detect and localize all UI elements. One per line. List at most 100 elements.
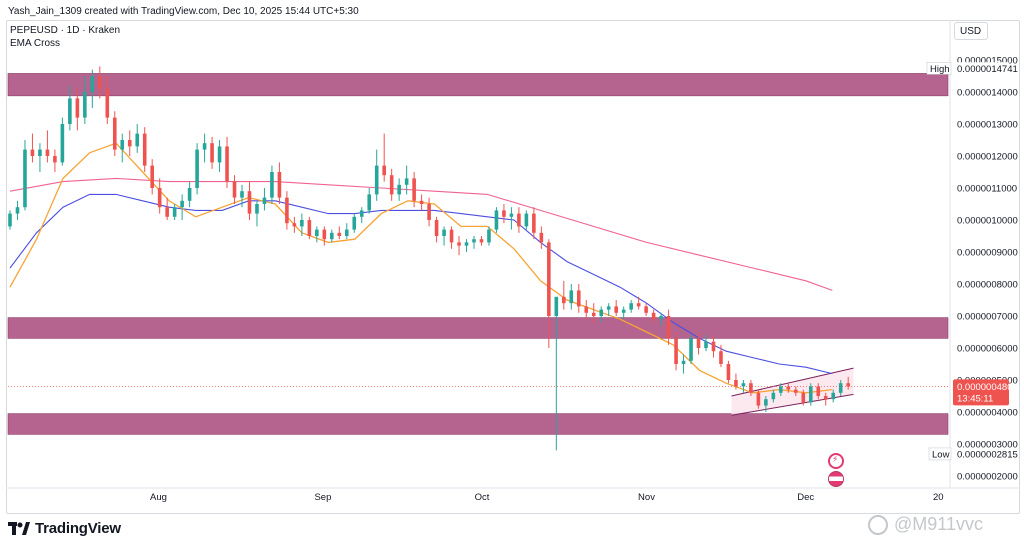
candle-body (90, 76, 95, 92)
candle-body (726, 364, 731, 380)
candle-body (831, 392, 836, 400)
candle-body (195, 149, 199, 188)
low-label: Low (932, 449, 950, 460)
candle-body (307, 220, 312, 236)
candle-body (524, 213, 529, 227)
candle-body (659, 316, 663, 320)
candle-body (172, 207, 177, 217)
candle-body (45, 149, 50, 156)
y-tick-label: 0.0000008000 (957, 280, 1018, 291)
candle-body (382, 165, 386, 176)
candle-body (285, 197, 289, 224)
indicator-name[interactable]: EMA Cross (10, 38, 61, 49)
candle-body (629, 303, 633, 310)
candle-body (487, 229, 491, 243)
candle-body (771, 392, 776, 400)
candle-body (554, 296, 559, 316)
candle-body (397, 184, 401, 195)
candle-body (165, 207, 169, 217)
x-tick-label: Dec (797, 492, 814, 503)
high-value: 0.0000014741 (957, 64, 1018, 75)
candle-body (547, 242, 551, 316)
candle-body (562, 296, 566, 304)
y-tick-label: 0.0000003000 (957, 440, 1018, 451)
currency-selector[interactable]: USD (954, 22, 988, 40)
candle-body (180, 200, 184, 208)
candle-body (621, 309, 626, 313)
high-label-box (926, 61, 952, 75)
candle-body (734, 380, 738, 387)
candle-body (591, 312, 596, 316)
candle-body (823, 396, 828, 400)
last-price-value: 0.0000004800 (957, 382, 1018, 393)
candle-body (352, 216, 357, 230)
candle-body (794, 389, 798, 393)
high-value-box (953, 62, 1009, 75)
zone-rect-2 (7, 413, 949, 435)
y-tick-label: 0.0000010000 (957, 216, 1018, 227)
candle-body (150, 165, 154, 188)
candle-body (367, 194, 372, 211)
candle-body (217, 146, 222, 163)
candle-body (315, 229, 319, 236)
candle-body (210, 143, 214, 163)
candle-body (606, 306, 611, 310)
candle-body (262, 197, 267, 204)
candle-body (53, 156, 57, 163)
candle-body (292, 223, 297, 227)
candle-body (75, 98, 80, 118)
brand-name: TradingView (35, 520, 121, 537)
ema-slow-line (9, 193, 833, 375)
candle-body (569, 290, 574, 304)
candle-body (270, 172, 274, 198)
candle-body (749, 383, 753, 393)
candle-body (636, 303, 641, 307)
candle-body (30, 149, 35, 156)
candle-body (509, 213, 514, 217)
candle-body (472, 239, 476, 243)
chat-bubble-icon (868, 514, 888, 535)
candle-body (344, 229, 349, 236)
x-tick-label: Oct (475, 492, 490, 503)
y-tick-label: 0.0000013000 (957, 120, 1018, 131)
candle-body (786, 386, 791, 390)
candle-body (666, 316, 671, 339)
y-tick-label: 0.0000015000 (957, 56, 1018, 67)
x-tick-label: Aug (150, 492, 167, 503)
high-label: High (930, 64, 950, 75)
tradingview-brand[interactable]: TradingView (8, 520, 121, 537)
candle-body (232, 181, 237, 198)
candle-body (651, 312, 656, 320)
candle-body (808, 386, 813, 403)
symbol-title[interactable]: PEPEUSD · 1D · Kraken (10, 25, 121, 36)
candle-body (741, 383, 746, 387)
candle-body (404, 178, 409, 185)
candle-body (427, 204, 431, 220)
us-flag-icon[interactable] (828, 471, 844, 487)
candle-body (412, 178, 416, 201)
candle-body (300, 220, 304, 227)
y-tick-label: 0.0000012000 (957, 152, 1018, 163)
flash-icon[interactable] (828, 453, 844, 469)
chart-legend: PEPEUSD · 1D · Kraken EMA Cross (10, 24, 120, 50)
candle-body (135, 133, 140, 147)
candle-body (187, 188, 192, 201)
candle-body (15, 207, 20, 214)
candle-body (756, 392, 761, 406)
y-tick-label: 0.0000014000 (957, 88, 1018, 99)
ema-fast-line (9, 142, 833, 394)
candle-body (389, 175, 394, 195)
candle-body (374, 165, 379, 195)
candle-body (157, 188, 162, 208)
candle-body (247, 191, 252, 214)
y-tick-label: 0.0000007000 (957, 312, 1018, 323)
candle-body (711, 341, 716, 352)
x-tick-label: Nov (638, 492, 655, 503)
candle-body (8, 213, 12, 227)
y-tick-label: 0.0000004000 (957, 408, 1018, 419)
candle-body (337, 232, 342, 236)
candle-body (764, 399, 768, 406)
candle-body (449, 229, 454, 243)
candle-body (517, 213, 521, 227)
